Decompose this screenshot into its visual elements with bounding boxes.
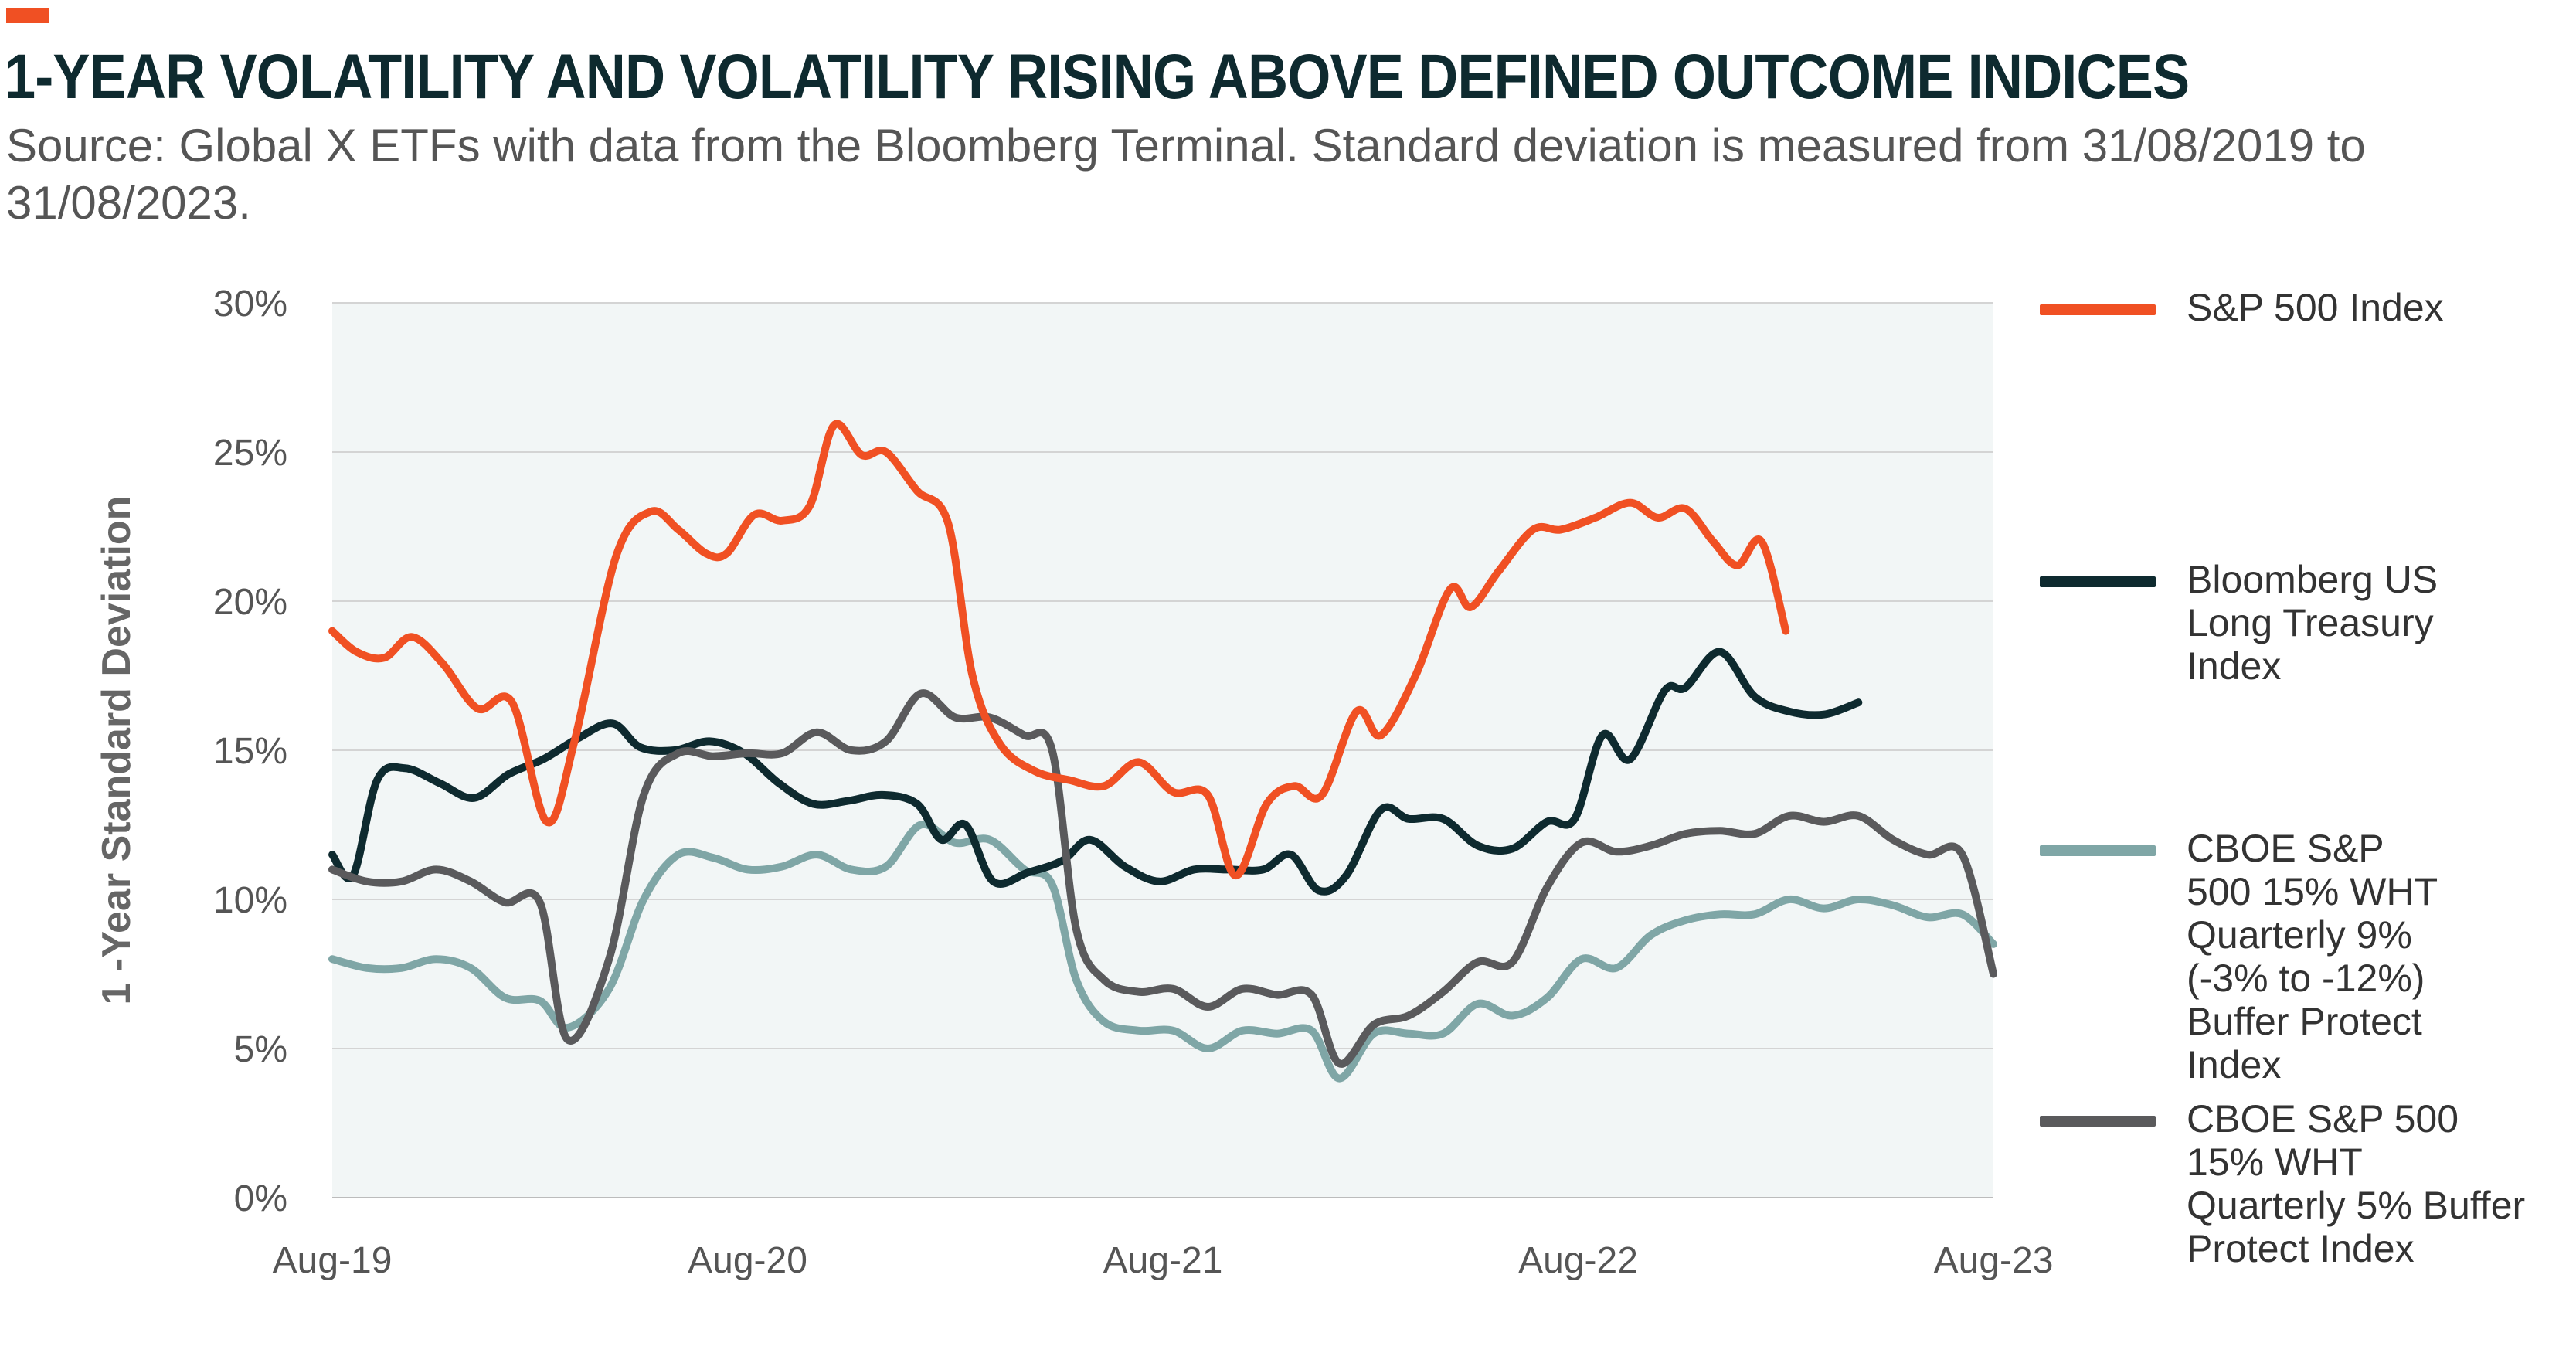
- x-tick-label: Aug-21: [1103, 1240, 1223, 1281]
- y-tick-label: 5%: [234, 1029, 287, 1070]
- chart-subtitle: Source: Global X ETFs with data from the…: [6, 120, 2366, 229]
- legend-swatch-treasury: [2040, 576, 2156, 587]
- legend-label-buffer-9: CBOE S&P 500 15% WHT Quarterly 9% (-3% t…: [2187, 827, 2438, 1086]
- title-accent-bar: [6, 8, 49, 23]
- chart-title: 1-YEAR VOLATILITY AND VOLATILITY RISING …: [5, 42, 2190, 112]
- y-tick-label: 0%: [234, 1178, 287, 1219]
- legend-label-treasury: Bloomberg US Long Treasury Index: [2187, 558, 2438, 688]
- x-tick-label: Aug-23: [1934, 1240, 2054, 1281]
- y-axis-tick-labels: 0% 5% 10% 15% 20% 25% 30%: [213, 284, 287, 1219]
- y-tick-label: 15%: [213, 731, 287, 772]
- data-series: [328, 420, 1997, 1083]
- gridlines: [332, 302, 1993, 1198]
- y-tick-label: 10%: [213, 880, 287, 921]
- series-line-buffer-5: [328, 689, 1997, 1068]
- legend-swatch-sp500: [2040, 304, 2156, 315]
- series-line-sp500: [328, 420, 1790, 880]
- y-axis-label: 1 -Year Standard Deviation: [94, 496, 139, 1005]
- legend-swatch-buffer-9: [2040, 845, 2156, 856]
- series-line-buffer-9: [328, 820, 1997, 1083]
- x-tick-label: Aug-22: [1518, 1240, 1638, 1281]
- x-axis-tick-labels: Aug-19 Aug-20 Aug-21 Aug-22 Aug-23: [273, 1240, 2054, 1281]
- x-tick-label: Aug-20: [688, 1240, 807, 1281]
- y-tick-label: 20%: [213, 582, 287, 623]
- y-tick-label: 25%: [213, 433, 287, 474]
- legend-label-buffer-5: CBOE S&P 500 15% WHT Quarterly 5% Buffer…: [2187, 1097, 2526, 1270]
- y-tick-label: 30%: [213, 284, 287, 325]
- x-tick-label: Aug-19: [273, 1240, 393, 1281]
- legend-swatch-buffer-5: [2040, 1116, 2156, 1127]
- legend-label-sp500: S&P 500 Index: [2187, 286, 2444, 329]
